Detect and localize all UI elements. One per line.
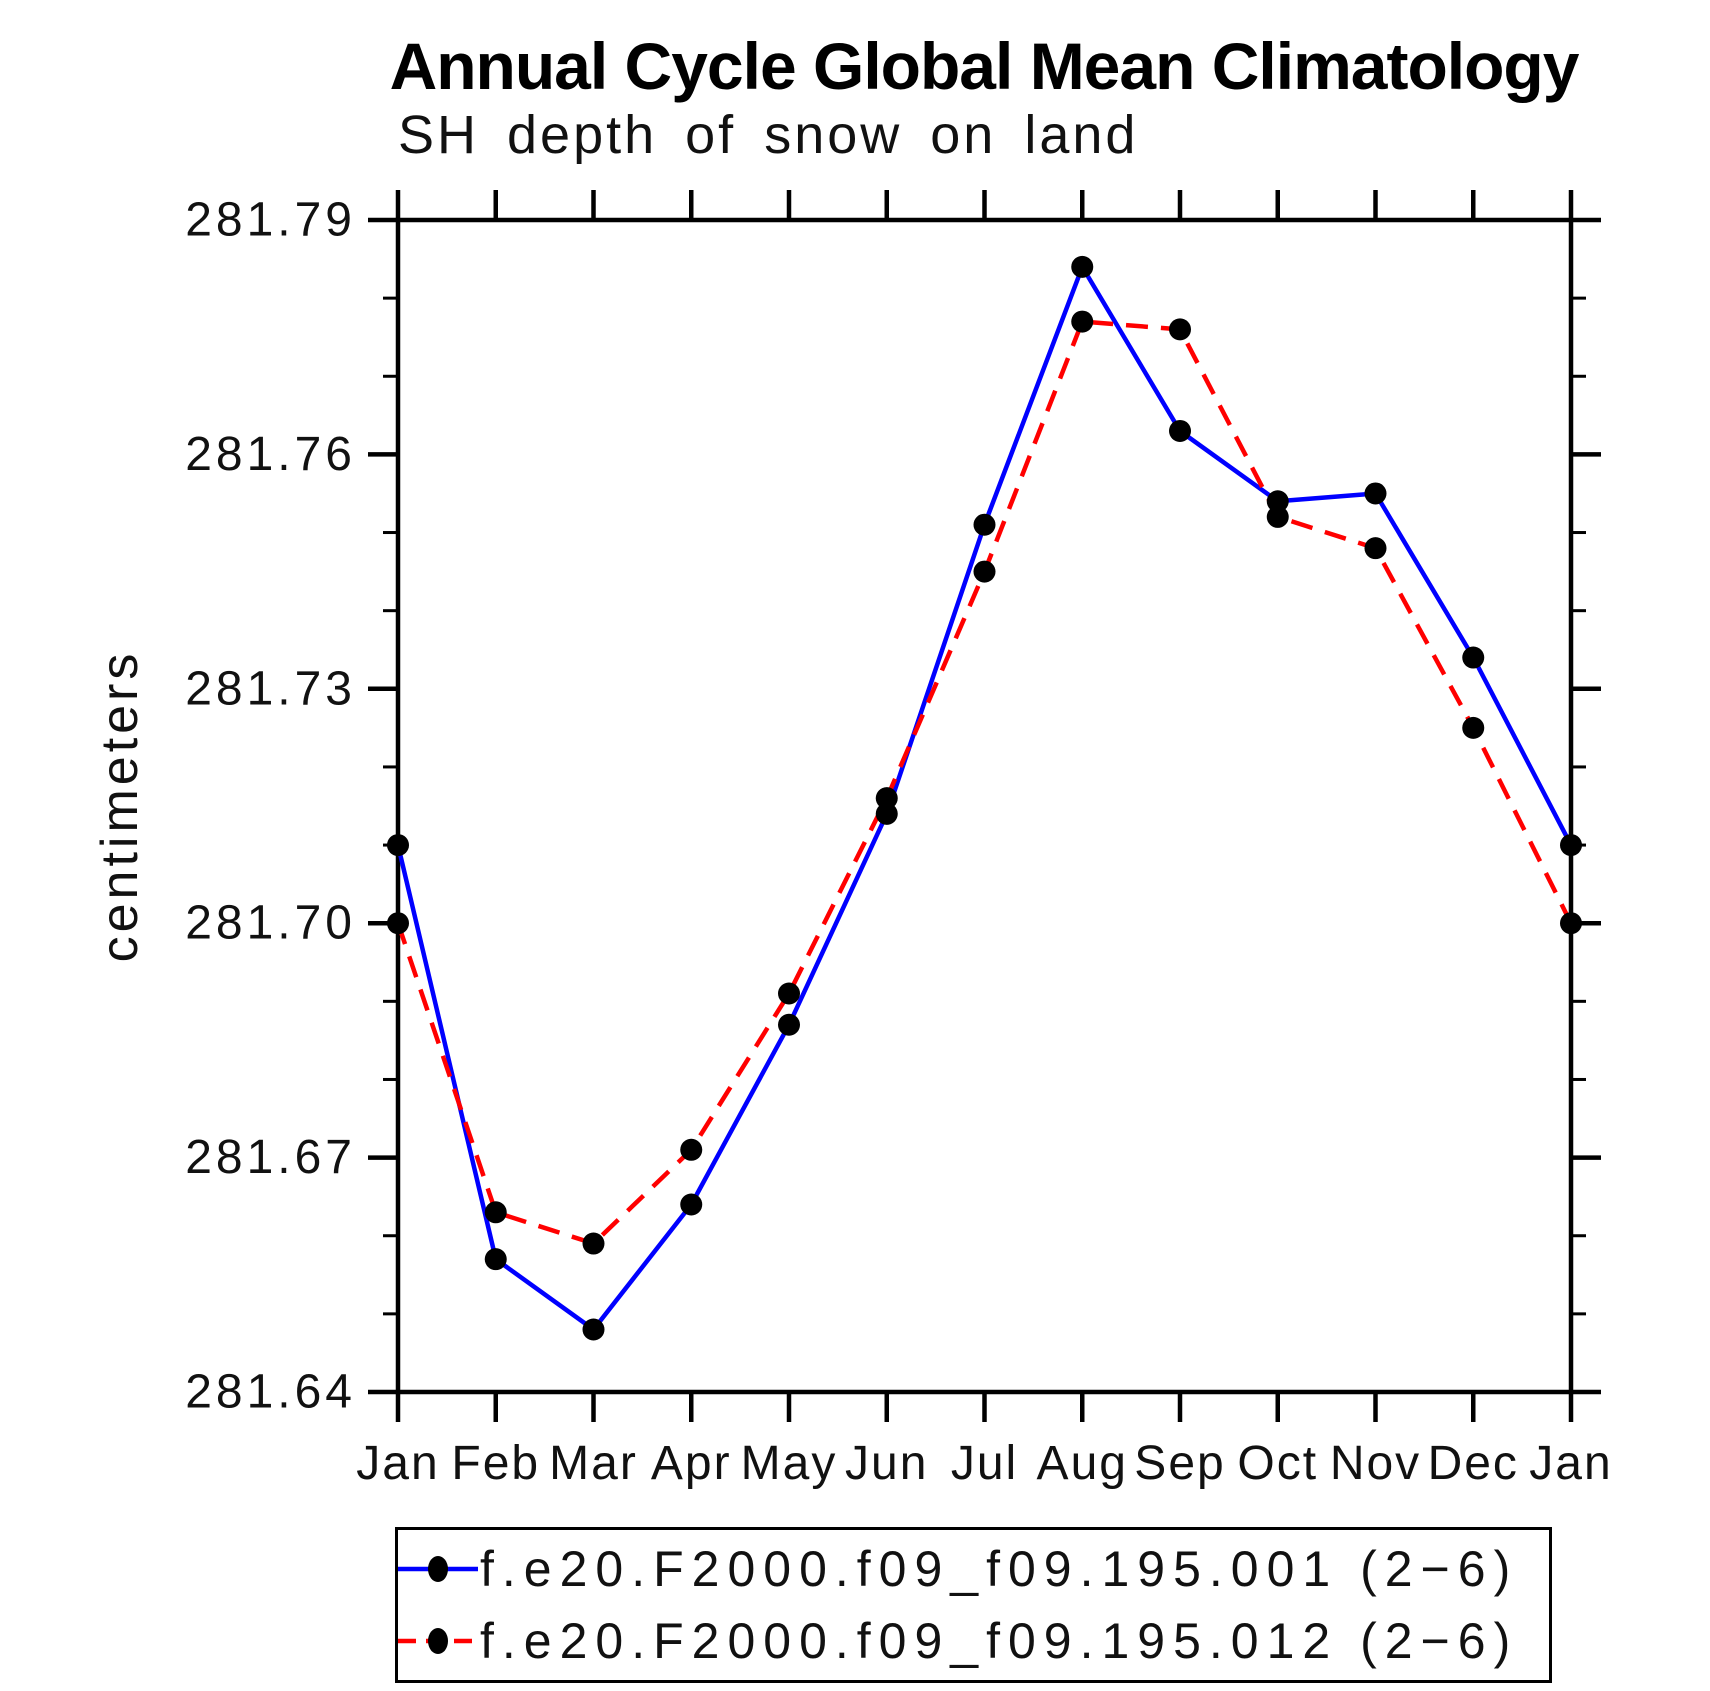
data-point bbox=[1364, 537, 1387, 560]
data-point bbox=[387, 834, 409, 857]
y-tick-label: 281.70 bbox=[185, 897, 356, 950]
legend-line-sample bbox=[398, 1628, 478, 1654]
x-tick-label: Mar bbox=[549, 1437, 638, 1490]
x-tick-label: Jan bbox=[356, 1437, 439, 1490]
data-point bbox=[973, 560, 996, 583]
y-tick-label: 281.76 bbox=[185, 428, 356, 481]
legend-item: f.e20.F2000.f09_f09.195.001 (2−6) bbox=[398, 1533, 1549, 1605]
data-point bbox=[778, 1013, 800, 1036]
legend-item: f.e20.F2000.f09_f09.195.012 (2−6) bbox=[398, 1605, 1549, 1677]
data-point bbox=[973, 513, 996, 536]
x-tick-label: Jan bbox=[1529, 1437, 1612, 1490]
x-tick-label: Dec bbox=[1428, 1437, 1519, 1490]
series-line-1 bbox=[395, 319, 1574, 1246]
y-tick-label: 281.79 bbox=[185, 194, 356, 247]
series-line-0 bbox=[395, 264, 1573, 1332]
data-point bbox=[875, 802, 898, 825]
x-tick-label: Oct bbox=[1237, 1437, 1318, 1490]
y-tick-label: 281.67 bbox=[185, 1131, 356, 1184]
legend-label: f.e20.F2000.f09_f09.195.001 (2−6) bbox=[480, 1541, 1519, 1597]
data-point bbox=[1071, 255, 1094, 278]
data-point bbox=[387, 912, 409, 935]
legend-label: f.e20.F2000.f09_f09.195.012 (2−6) bbox=[480, 1613, 1519, 1669]
data-point bbox=[1462, 646, 1485, 669]
legend: f.e20.F2000.f09_f09.195.001 (2−6) f.e20.… bbox=[395, 1527, 1552, 1683]
x-tick-label: Feb bbox=[451, 1437, 540, 1490]
data-point bbox=[1169, 419, 1191, 442]
plot-frame bbox=[395, 217, 1574, 1395]
data-point bbox=[484, 1248, 507, 1271]
x-tick-label: Jul bbox=[951, 1437, 1018, 1490]
data-point bbox=[484, 1201, 507, 1224]
x-tick-label: Sep bbox=[1134, 1437, 1225, 1490]
chart-subtitle: SH depth of snow on land bbox=[398, 105, 1139, 165]
x-tick-label: Nov bbox=[1330, 1437, 1421, 1490]
data-point bbox=[1462, 716, 1485, 739]
data-point bbox=[680, 1193, 703, 1216]
data-point bbox=[1266, 505, 1289, 528]
data-point bbox=[1560, 834, 1582, 857]
data-point bbox=[778, 982, 800, 1005]
data-point bbox=[582, 1318, 605, 1341]
y-tick-label: 281.64 bbox=[185, 1366, 356, 1419]
chart-title: Annual Cycle Global Mean Climatology bbox=[389, 29, 1580, 103]
data-point bbox=[1560, 912, 1582, 935]
legend-sample-marker bbox=[428, 1628, 448, 1654]
x-tick-label: Aug bbox=[1037, 1437, 1128, 1490]
legend-sample-marker bbox=[428, 1556, 448, 1582]
data-point bbox=[1071, 310, 1094, 333]
legend-line-sample bbox=[398, 1556, 478, 1582]
x-tick-label: May bbox=[741, 1437, 838, 1490]
data-point bbox=[875, 787, 898, 810]
data-point bbox=[680, 1138, 703, 1161]
x-tick-label: Jun bbox=[845, 1437, 928, 1490]
x-tick-label: Apr bbox=[651, 1437, 732, 1490]
data-point bbox=[1266, 490, 1289, 513]
data-point bbox=[1364, 482, 1387, 505]
y-tick-label: 281.73 bbox=[185, 662, 356, 715]
data-point bbox=[1169, 318, 1191, 341]
data-point bbox=[582, 1232, 605, 1255]
